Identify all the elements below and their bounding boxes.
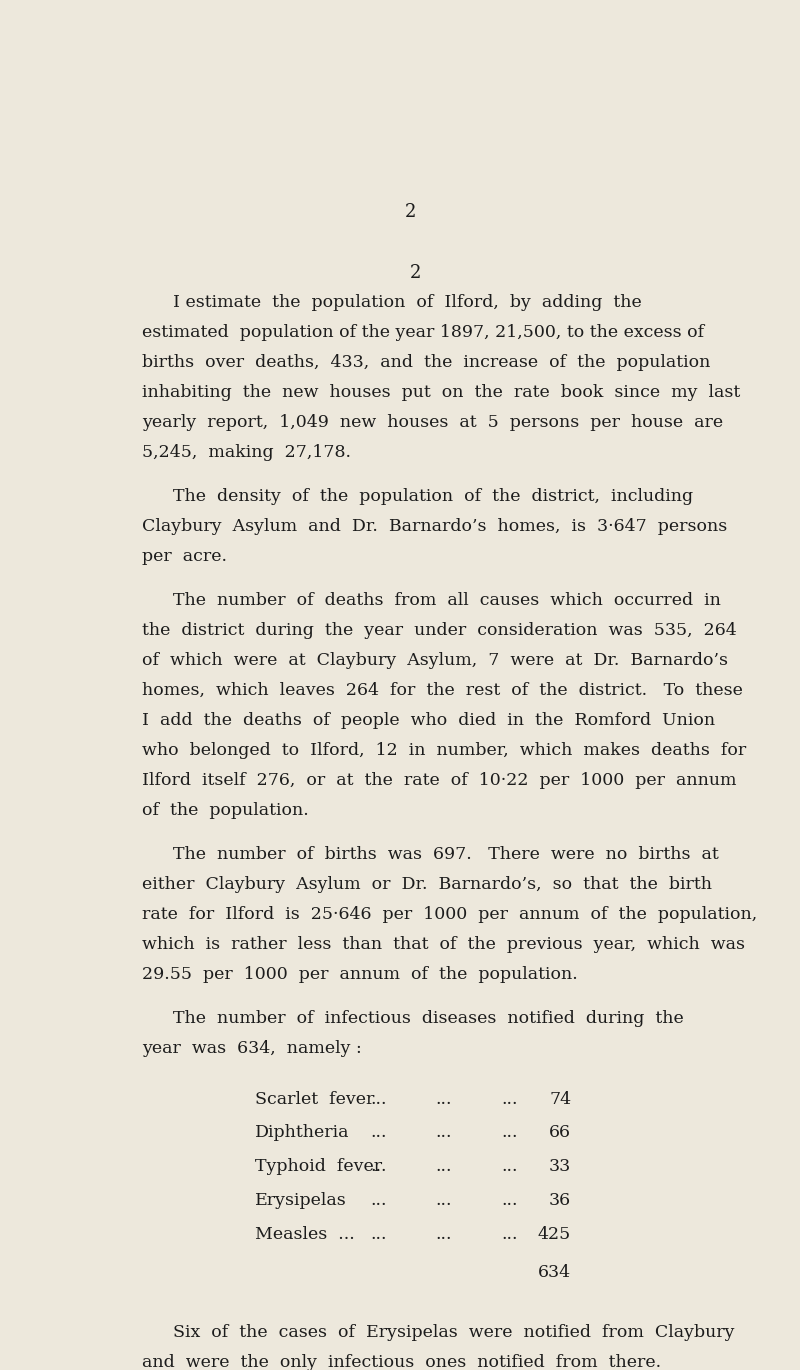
Text: births  over  deaths,  433,  and  the  increase  of  the  population: births over deaths, 433, and the increas… [142,353,710,371]
Text: ...: ... [436,1091,452,1107]
Text: Diphtheria: Diphtheria [255,1125,350,1141]
Text: of  which  were  at  Claybury  Asylum,  7  were  at  Dr.  Barnardo’s: of which were at Claybury Asylum, 7 were… [142,652,728,669]
Text: The  number  of  infectious  diseases  notified  during  the: The number of infectious diseases notifi… [173,1010,684,1028]
Text: ...: ... [436,1226,452,1243]
Text: Six  of  the  cases  of  Erysipelas  were  notified  from  Claybury: Six of the cases of Erysipelas were noti… [173,1325,734,1341]
Text: ...: ... [370,1125,387,1141]
Text: 66: 66 [550,1125,571,1141]
Text: estimated  population of the year 1897, 21,500, to the excess of: estimated population of the year 1897, 2… [142,323,704,341]
Text: 33: 33 [549,1158,571,1175]
Text: who  belonged  to  Ilford,  12  in  number,  which  makes  deaths  for: who belonged to Ilford, 12 in number, wh… [142,743,746,759]
Text: ...: ... [501,1125,518,1141]
Text: 29.55  per  1000  per  annum  of  the  population.: 29.55 per 1000 per annum of the populati… [142,966,578,984]
Text: The  density  of  the  population  of  the  district,  including: The density of the population of the dis… [173,488,694,504]
Text: 5,245,  making  27,178.: 5,245, making 27,178. [142,444,351,460]
Text: yearly  report,  1,049  new  houses  at  5  persons  per  house  are: yearly report, 1,049 new houses at 5 per… [142,414,723,432]
Text: either  Claybury  Asylum  or  Dr.  Barnardo’s,  so  that  the  birth: either Claybury Asylum or Dr. Barnardo’s… [142,875,712,893]
Text: 2: 2 [404,203,416,222]
Text: ...: ... [370,1192,387,1208]
Text: 74: 74 [549,1091,571,1107]
Text: Measles  ...: Measles ... [255,1226,354,1243]
Text: 36: 36 [549,1192,571,1208]
Text: ...: ... [501,1091,518,1107]
Text: inhabiting  the  new  houses  put  on  the  rate  book  since  my  last: inhabiting the new houses put on the rat… [142,384,741,401]
Text: I  add  the  deaths  of  people  who  died  in  the  Romford  Union: I add the deaths of people who died in t… [142,712,715,729]
Text: Ilford  itself  276,  or  at  the  rate  of  10·22  per  1000  per  annum: Ilford itself 276, or at the rate of 10·… [142,773,737,789]
Text: 2: 2 [410,263,422,282]
Text: ...: ... [436,1158,452,1175]
Text: Claybury  Asylum  and  Dr.  Barnardo’s  homes,  is  3·647  persons: Claybury Asylum and Dr. Barnardo’s homes… [142,518,727,534]
Text: and  were  the  only  infectious  ones  notified  from  there.: and were the only infectious ones notifi… [142,1355,662,1370]
Text: The  number  of  deaths  from  all  causes  which  occurred  in: The number of deaths from all causes whi… [173,592,721,608]
Text: ...: ... [501,1226,518,1243]
Text: 425: 425 [538,1226,571,1243]
Text: ...: ... [370,1091,387,1107]
Text: rate  for  Ilford  is  25·646  per  1000  per  annum  of  the  population,: rate for Ilford is 25·646 per 1000 per a… [142,906,758,923]
Text: of  the  population.: of the population. [142,801,309,819]
Text: ...: ... [436,1192,452,1208]
Text: I estimate  the  population  of  Ilford,  by  adding  the: I estimate the population of Ilford, by … [173,293,642,311]
Text: Erysipelas: Erysipelas [255,1192,346,1208]
Text: 634: 634 [538,1263,571,1281]
Text: ...: ... [370,1226,387,1243]
Text: The  number  of  births  was  697.   There  were  no  births  at: The number of births was 697. There were… [173,845,719,863]
Text: ...: ... [370,1158,387,1175]
Text: homes,  which  leaves  264  for  the  rest  of  the  district.   To  these: homes, which leaves 264 for the rest of … [142,682,743,699]
Text: which  is  rather  less  than  that  of  the  previous  year,  which  was: which is rather less than that of the pr… [142,936,745,954]
Text: ...: ... [436,1125,452,1141]
Text: ...: ... [501,1158,518,1175]
Text: the  district  during  the  year  under  consideration  was  535,  264: the district during the year under consi… [142,622,737,638]
Text: ...: ... [501,1192,518,1208]
Text: Typhoid  fever: Typhoid fever [255,1158,382,1175]
Text: year  was  634,  namely :: year was 634, namely : [142,1040,362,1058]
Text: per  acre.: per acre. [142,548,227,564]
Text: Scarlet  fever: Scarlet fever [255,1091,374,1107]
